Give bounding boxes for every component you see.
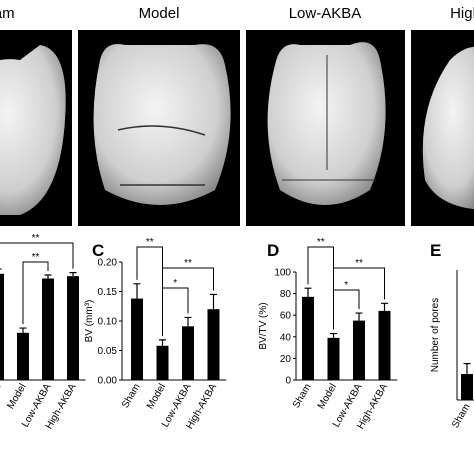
error-bar [133, 283, 141, 299]
y-tick-label: 0 [285, 376, 291, 387]
significance-bracket [333, 289, 360, 330]
error-bar [69, 272, 77, 277]
significance-label: ** [317, 237, 325, 248]
significance-bracket [0, 242, 74, 269]
y-tick-label: 0.10 [98, 317, 118, 328]
bar [378, 310, 391, 380]
error-bar [330, 332, 337, 338]
x-tick-label: Sham [291, 382, 314, 410]
bar [156, 345, 169, 380]
y-axis-label: BV (mm³) [84, 300, 95, 343]
error-bar [355, 312, 363, 321]
image-title: Low-AKBA [289, 5, 362, 22]
error-bar [381, 302, 388, 311]
y-tick-label: 0.15 [98, 287, 118, 298]
significance-bracket [162, 287, 189, 336]
significance-label: ** [355, 258, 363, 269]
x-tick-label: Model [316, 382, 339, 411]
bar [131, 298, 143, 380]
error-bar [19, 327, 27, 333]
bar [17, 332, 29, 380]
suture [282, 55, 376, 181]
significance-label: ** [32, 233, 40, 244]
bar [207, 309, 220, 380]
x-tick-label: Sham [450, 402, 473, 430]
bar [0, 273, 4, 380]
y-tick-label: 80 [280, 289, 292, 300]
y-tick-label: 20 [280, 354, 292, 365]
significance-label: ** [184, 258, 192, 269]
image-title: Sham [0, 5, 15, 22]
image-title: High-AKBA [450, 5, 474, 22]
skull [422, 46, 474, 210]
image-row [0, 30, 474, 226]
bar [182, 326, 194, 380]
error-bar [159, 339, 166, 346]
error-bar [184, 316, 192, 327]
skull [0, 45, 66, 215]
error-bar [210, 293, 217, 310]
significance-label: * [173, 278, 177, 289]
significance-label: * [344, 280, 348, 291]
error-bar [44, 274, 52, 279]
bar [461, 374, 473, 400]
bar [42, 278, 54, 380]
x-tick-label: Sham [120, 382, 143, 410]
significance-label: ** [32, 252, 40, 263]
y-tick-label: 40 [280, 332, 292, 343]
bar [353, 320, 365, 380]
suture [117, 125, 206, 186]
panel-letter: C [92, 241, 104, 260]
panel-letter: E [430, 241, 441, 260]
x-tick-label: Model [145, 382, 168, 411]
significance-label: ** [146, 237, 154, 248]
error-bar [304, 287, 312, 297]
y-tick-label: 0.05 [98, 346, 118, 357]
image-title: Model [139, 5, 180, 22]
skull [93, 44, 231, 205]
y-tick-label: 0.20 [98, 258, 118, 269]
panel-letter: D [267, 241, 279, 260]
bar [67, 276, 79, 380]
y-tick-label: 0.00 [98, 376, 118, 387]
bar [327, 337, 340, 380]
bar [302, 296, 314, 380]
error-bar [463, 363, 471, 374]
y-tick-label: 60 [280, 311, 292, 322]
error-bar [0, 268, 2, 270]
y-axis-label: BV/TV (%) [258, 302, 269, 349]
x-tick-label: Sham [0, 382, 4, 410]
x-tick-label: Model [5, 382, 28, 411]
y-tick-label: 100 [274, 268, 291, 279]
y-axis-label: Number of pores [430, 298, 441, 372]
significance-bracket [22, 261, 49, 325]
